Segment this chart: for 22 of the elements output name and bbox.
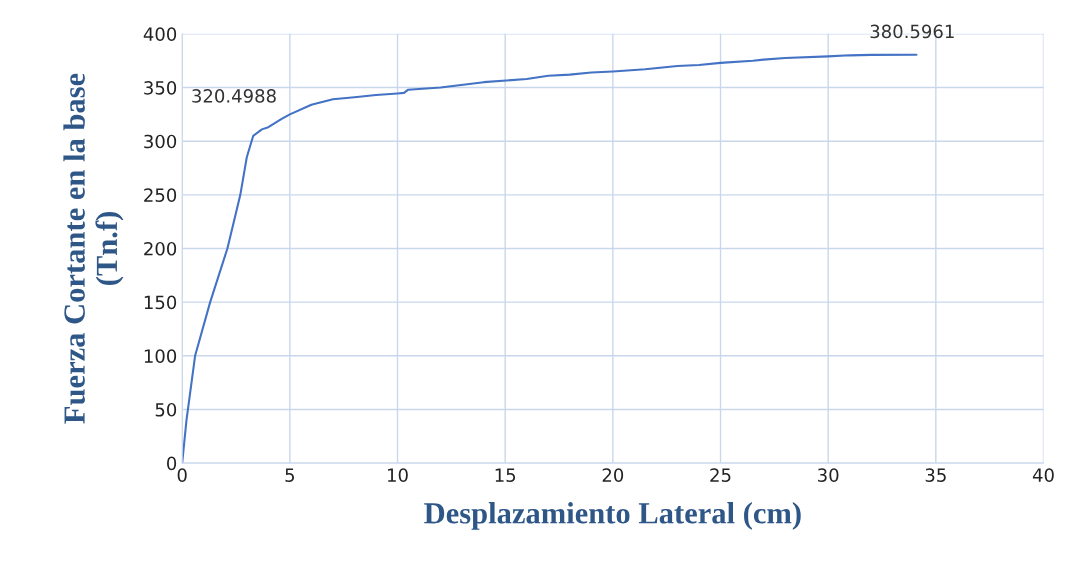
x-axis-title: Desplazamiento Lateral (cm) (424, 502, 801, 530)
x-tick-label: 25 (710, 468, 731, 482)
x-tick-label: 35 (925, 468, 946, 482)
x-tick-label: 10 (388, 468, 408, 482)
x-tick-label: 30 (818, 468, 839, 482)
annotation: 380.5961 (870, 24, 954, 39)
y-tick-label: 200 (144, 241, 177, 256)
y-tick-label: 100 (144, 349, 177, 363)
x-tick-label: 0 (177, 468, 187, 482)
annotation: 320.4988 (192, 89, 276, 103)
x-tick-label: 5 (285, 468, 295, 482)
y-tick-label: 250 (144, 188, 177, 202)
y-tick-label: 150 (144, 295, 177, 310)
x-tick-label: 20 (602, 468, 624, 482)
x-tick-label: 15 (495, 468, 516, 482)
y-tick-label: 50 (155, 402, 177, 417)
y-tick-label: 300 (144, 134, 177, 149)
y-axis-title: Fuerza Cortante en la base (Tn.f) (63, 73, 124, 424)
y-tick-label: 0 (167, 456, 177, 471)
y-tick-label: 350 (144, 80, 177, 95)
y-tick-label: 400 (143, 27, 177, 41)
x-tick-label: 40 (1032, 468, 1054, 482)
